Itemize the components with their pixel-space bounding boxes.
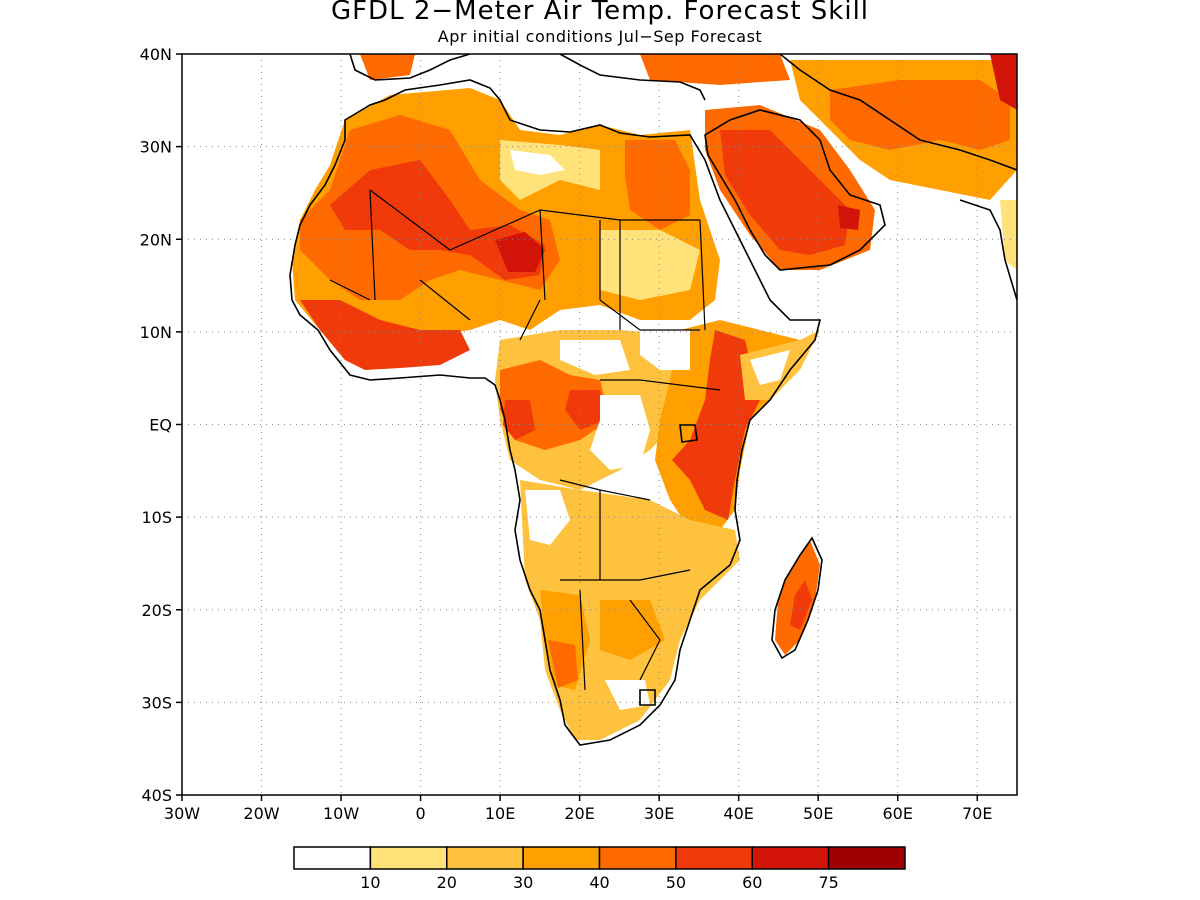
shading-guinea-coast bbox=[300, 300, 470, 370]
colorbar-label: 75 bbox=[818, 873, 838, 892]
shading-egypt bbox=[625, 140, 690, 230]
lon-tick-label: 0 bbox=[415, 804, 425, 823]
coast-arabia bbox=[704, 109, 886, 271]
colorbar-swatch bbox=[598, 846, 677, 870]
lesotho bbox=[639, 689, 656, 706]
skill-shading bbox=[292, 54, 1017, 740]
lon-tick-label: 50E bbox=[803, 804, 833, 823]
lon-tick-label: 40E bbox=[723, 804, 753, 823]
shading-ethiopia-white bbox=[640, 330, 690, 370]
colorbar-swatch bbox=[675, 846, 753, 870]
lat-tick-label: 20S bbox=[141, 601, 172, 620]
lat-tick-label: 40S bbox=[141, 786, 172, 805]
lon-tick-label: 30W bbox=[164, 804, 200, 823]
shading-sudan-pale bbox=[600, 230, 700, 300]
colorbar-label: 40 bbox=[589, 873, 609, 892]
colorbar-legend: 10 20 30 40 50 60 75 bbox=[293, 846, 906, 892]
lake-victoria bbox=[679, 424, 698, 443]
lat-tick-label: EQ bbox=[149, 416, 172, 435]
shading-angola-white bbox=[525, 490, 570, 545]
border-lines bbox=[329, 189, 721, 691]
map-title: GFDL 2−Meter Air Temp. Forecast Skill bbox=[330, 0, 870, 26]
coast-africa bbox=[289, 79, 822, 746]
shading-botswana bbox=[600, 600, 665, 660]
colorbar-swatch bbox=[751, 846, 830, 870]
shading-congo-white bbox=[590, 395, 650, 470]
shading-india-edge bbox=[1000, 200, 1017, 270]
lon-tick-label: 20E bbox=[564, 804, 594, 823]
colorbar-swatch bbox=[293, 846, 372, 870]
colorbar-swatch bbox=[369, 846, 448, 870]
coastlines bbox=[289, 54, 1017, 746]
colorbar-label: 50 bbox=[666, 873, 686, 892]
colorbar-label: 20 bbox=[437, 873, 457, 892]
map-subtitle: Apr initial conditions Jul−Sep Forecast bbox=[437, 27, 763, 46]
shading-libya-white bbox=[510, 150, 565, 175]
lat-tick-label: 30S bbox=[141, 693, 172, 712]
shading-gabon bbox=[503, 400, 535, 440]
lat-tick-label: 40N bbox=[140, 45, 172, 64]
colorbar-swatch bbox=[446, 846, 524, 870]
shading-chad-core bbox=[495, 232, 545, 272]
shading-namibia bbox=[540, 590, 590, 690]
lat-tick-label: 10S bbox=[141, 508, 172, 527]
lat-tick-label: 30N bbox=[140, 138, 172, 157]
shading-arabia-core bbox=[720, 130, 850, 255]
shading-namibia-core bbox=[548, 640, 578, 688]
lon-tick-label: 10W bbox=[323, 804, 359, 823]
shading-arabia-dark bbox=[838, 205, 860, 230]
longitude-axis: 30W 20W 10W 0 10E 20E 30E 40E 50E 60E 70E bbox=[164, 795, 992, 823]
lon-tick-label: 10E bbox=[485, 804, 515, 823]
shading-sahel-core bbox=[330, 160, 545, 280]
coast-iran bbox=[779, 54, 1017, 171]
shading-mediterranean-north bbox=[640, 54, 790, 85]
colorbar-label: 10 bbox=[360, 873, 380, 892]
shading-car-white bbox=[560, 340, 630, 375]
shading-spain bbox=[360, 54, 415, 80]
coast-europe bbox=[349, 54, 706, 101]
lon-tick-label: 30E bbox=[644, 804, 674, 823]
shading-horn-white bbox=[750, 350, 790, 385]
lat-tick-label: 10N bbox=[140, 323, 172, 342]
coast-india bbox=[959, 199, 1017, 301]
shading-madagascar-core bbox=[790, 580, 812, 630]
colorbar-label: 60 bbox=[742, 873, 762, 892]
lon-tick-label: 60E bbox=[882, 804, 912, 823]
colorbar-label: 30 bbox=[513, 873, 533, 892]
shading-iran-core bbox=[830, 80, 1010, 150]
colorbar-swatch bbox=[827, 846, 906, 870]
coast-madagascar bbox=[771, 536, 823, 660]
lat-tick-label: 20N bbox=[140, 230, 172, 249]
colorbar-swatch bbox=[522, 846, 601, 870]
shading-congo-core bbox=[565, 390, 605, 430]
lon-tick-label: 70E bbox=[962, 804, 992, 823]
lon-tick-label: 20W bbox=[243, 804, 279, 823]
shading-corner-dark bbox=[990, 54, 1017, 110]
latitude-axis: 40N 30N 20N 10N EQ 10S 20S 30S 40S bbox=[140, 45, 182, 805]
